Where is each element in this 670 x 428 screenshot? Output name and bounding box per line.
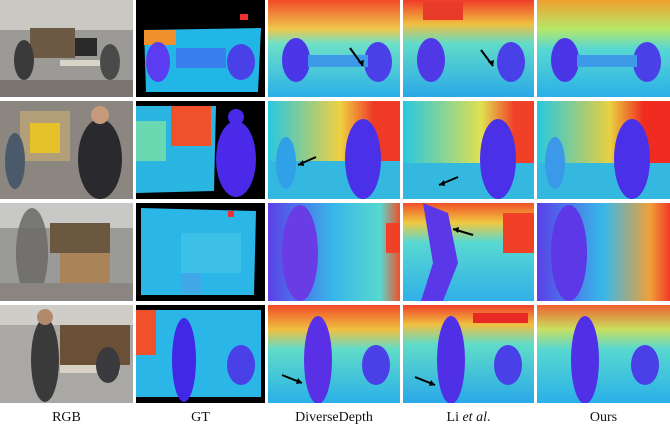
rgb-image-row2: [0, 101, 133, 199]
li-depth-row2: [403, 101, 534, 199]
li-depth-row4: [403, 305, 534, 403]
column-label-ours: Ours: [589, 410, 618, 425]
ours-depth-row1: [537, 0, 670, 97]
gt-depth-row1: [136, 0, 265, 97]
column-label-li: Li et al.: [403, 410, 534, 426]
li-depth-row1: [403, 0, 534, 97]
li-depth-row3: [403, 203, 534, 301]
rgb-image-row4: [0, 305, 133, 403]
diversedepth-depth-row2: [268, 101, 400, 199]
column-label-rgb: RGB: [52, 410, 81, 425]
column-label-li-etal: et al: [462, 410, 487, 425]
rgb-image-row3: [0, 203, 133, 301]
gt-depth-row2: [136, 101, 265, 199]
ours-depth-row3: [537, 203, 670, 301]
ours-depth-row4: [537, 305, 670, 403]
diversedepth-depth-row1: [268, 0, 400, 97]
column-label-li-suffix: .: [486, 410, 491, 425]
gt-depth-row3: [136, 203, 265, 301]
column-label-diversedepth: DiverseDepth: [295, 410, 373, 425]
diversedepth-depth-row3: [268, 203, 400, 301]
diversedepth-depth-row4: [268, 305, 400, 403]
column-label-li-prefix: Li: [446, 410, 463, 425]
column-label-gt: GT: [191, 410, 210, 425]
gt-depth-row4: [136, 305, 265, 403]
ours-depth-row2: [537, 101, 670, 199]
rgb-image-row1: [0, 0, 133, 97]
